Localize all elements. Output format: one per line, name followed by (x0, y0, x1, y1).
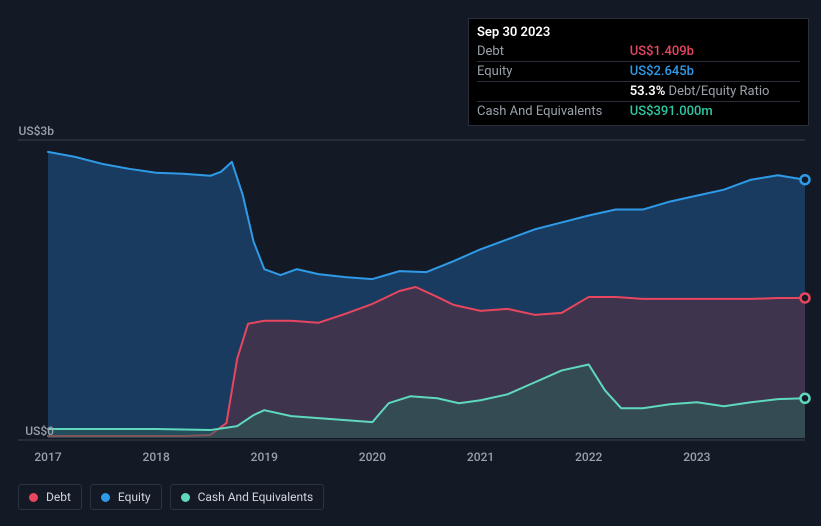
tooltip-ratio-label (477, 82, 630, 102)
x-tick: 2017 (26, 450, 70, 464)
legend-label-cash: Cash And Equivalents (198, 490, 314, 504)
tooltip-row-debt: Debt US$1.409b (477, 42, 800, 62)
x-tick: 2021 (459, 450, 503, 464)
tooltip-debt-value: US$1.409b (630, 42, 800, 62)
tooltip-row-cash: Cash And Equivalents US$391.000m (477, 102, 800, 122)
tooltip-cash-value: US$391.000m (630, 102, 800, 122)
tooltip-table: Debt US$1.409b Equity US$2.645b 53.3% De… (477, 42, 800, 121)
x-tick: 2018 (134, 450, 178, 464)
tooltip-date: Sep 30 2023 (477, 25, 800, 42)
legend-swatch-equity (101, 493, 110, 502)
y-tick-min: US$0 (6, 424, 54, 438)
tooltip-cash-label: Cash And Equivalents (477, 102, 630, 122)
legend-label-equity: Equity (118, 490, 151, 504)
tooltip-equity-label: Equity (477, 62, 630, 82)
tooltip-row-ratio: 53.3% Debt/Equity Ratio (477, 82, 800, 102)
legend-swatch-debt (29, 493, 38, 502)
x-tick: 2023 (675, 450, 719, 464)
x-tick: 2022 (567, 450, 611, 464)
legend-item-cash[interactable]: Cash And Equivalents (170, 484, 325, 510)
tooltip-row-equity: Equity US$2.645b (477, 62, 800, 82)
tooltip-ratio-value: 53.3% Debt/Equity Ratio (630, 82, 800, 102)
tooltip-debt-label: Debt (477, 42, 630, 62)
x-tick: 2020 (350, 450, 394, 464)
legend-item-equity[interactable]: Equity (90, 484, 162, 510)
x-tick: 2019 (242, 450, 286, 464)
legend-swatch-cash (181, 493, 190, 502)
financial-chart: US$3b US$0 2017201820192020202120222023 … (0, 0, 821, 526)
data-tooltip: Sep 30 2023 Debt US$1.409b Equity US$2.6… (468, 18, 809, 126)
legend-label-debt: Debt (46, 490, 71, 504)
y-tick-max: US$3b (6, 124, 54, 138)
legend-item-debt[interactable]: Debt (18, 484, 82, 510)
legend: Debt Equity Cash And Equivalents (18, 484, 324, 510)
tooltip-equity-value: US$2.645b (630, 62, 800, 82)
